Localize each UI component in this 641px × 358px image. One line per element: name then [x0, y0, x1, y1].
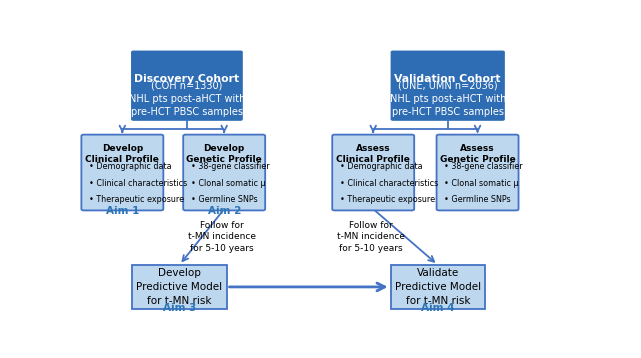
- Text: Aim 1: Aim 1: [106, 206, 139, 216]
- Text: Develop
Predictive Model
for t-MN risk: Develop Predictive Model for t-MN risk: [137, 268, 222, 306]
- Text: • Germline SNPs: • Germline SNPs: [190, 195, 257, 204]
- Text: • Clonal somatic μ: • Clonal somatic μ: [444, 179, 519, 188]
- Text: Assess
Clinical Profile: Assess Clinical Profile: [337, 144, 410, 164]
- Text: • Therapeutic exposure: • Therapeutic exposure: [89, 195, 184, 204]
- Text: Validation Cohort: Validation Cohort: [394, 74, 501, 84]
- Text: Follow for
t-MN incidence
for 5-10 years: Follow for t-MN incidence for 5-10 years: [337, 221, 404, 253]
- Text: Develop
Genetic Profile: Develop Genetic Profile: [187, 144, 262, 164]
- Text: • Clinical characteristics: • Clinical characteristics: [89, 179, 187, 188]
- Text: Develop
Clinical Profile: Develop Clinical Profile: [85, 144, 159, 164]
- Text: • Clinical characteristics: • Clinical characteristics: [340, 179, 438, 188]
- Text: • Therapeutic exposure: • Therapeutic exposure: [340, 195, 435, 204]
- FancyBboxPatch shape: [390, 50, 505, 121]
- FancyBboxPatch shape: [183, 135, 265, 211]
- Text: Discovery Cohort: Discovery Cohort: [135, 74, 240, 84]
- Bar: [390, 265, 485, 309]
- Text: Aim 2: Aim 2: [208, 206, 241, 216]
- Text: • Demographic data: • Demographic data: [340, 162, 422, 171]
- Text: Follow for
t-MN incidence
for 5-10 years: Follow for t-MN incidence for 5-10 years: [188, 221, 256, 253]
- FancyBboxPatch shape: [81, 135, 163, 211]
- FancyBboxPatch shape: [332, 135, 414, 211]
- FancyBboxPatch shape: [437, 135, 519, 211]
- Text: • 38-gene classifier: • 38-gene classifier: [444, 162, 522, 171]
- FancyBboxPatch shape: [131, 50, 243, 121]
- Text: Validate
Predictive Model
for t-MN risk: Validate Predictive Model for t-MN risk: [395, 268, 481, 306]
- Text: • 38-gene classifier: • 38-gene classifier: [190, 162, 269, 171]
- Text: • Clonal somatic μ: • Clonal somatic μ: [190, 179, 265, 188]
- Bar: [132, 265, 227, 309]
- Text: (COH n=1330)
NHL pts post-aHCT with
pre-HCT PBSC samples: (COH n=1330) NHL pts post-aHCT with pre-…: [129, 81, 245, 117]
- Text: (UNE, UMN n=2036)
NHL pts post-aHCT with
pre-HCT PBSC samples: (UNE, UMN n=2036) NHL pts post-aHCT with…: [390, 81, 506, 117]
- Text: • Germline SNPs: • Germline SNPs: [444, 195, 511, 204]
- Text: Assess
Genetic Profile: Assess Genetic Profile: [440, 144, 515, 164]
- Text: • Demographic data: • Demographic data: [89, 162, 171, 171]
- Text: Aim 3: Aim 3: [163, 303, 196, 313]
- Text: Aim 4: Aim 4: [421, 303, 454, 313]
